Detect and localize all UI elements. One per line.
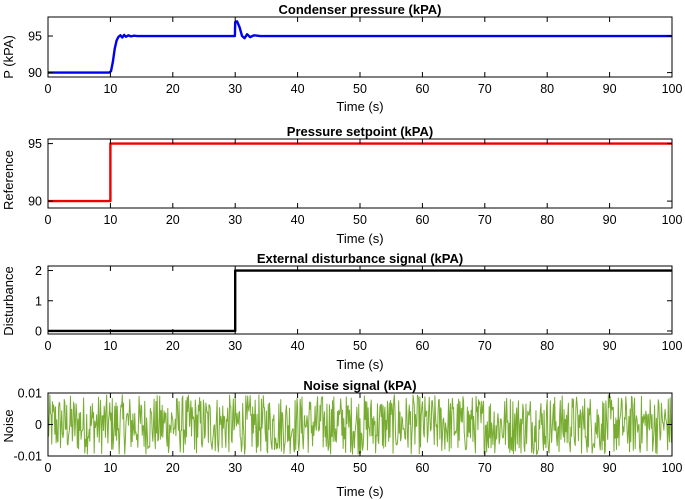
x-tick-label: 20 (166, 339, 180, 353)
x-tick-label: 100 (662, 213, 683, 227)
x-tick-label: 30 (228, 339, 242, 353)
x-tick-label: 50 (353, 213, 367, 227)
x-tick-label: 40 (291, 339, 305, 353)
x-tick-label: 90 (603, 82, 617, 96)
series-line-1-1 (48, 20, 672, 74)
subplot-external-disturbance: External disturbance signal (kPA) Time (… (1, 251, 682, 372)
x-tick-label: 80 (540, 461, 554, 475)
subplot-4-ylabel: Noise (1, 409, 16, 442)
x-tick-label: 60 (415, 339, 429, 353)
y-tick-label: 0.01 (18, 387, 42, 401)
subplot-2-ylabel: Reference (1, 150, 16, 210)
y-tick-label: 0 (35, 418, 42, 432)
y-tick-label: 90 (28, 66, 42, 80)
x-tick-label: 40 (291, 82, 305, 96)
subplot-condenser-pressure: Condenser pressure (kPA) Time (s) P (kPA… (1, 2, 682, 114)
subplot-1-ylabel: P (kPA) (1, 35, 16, 79)
y-tick-label: 95 (28, 30, 42, 44)
x-tick-label: 0 (45, 213, 52, 227)
x-tick-label: 90 (603, 339, 617, 353)
x-tick-label: 70 (478, 339, 492, 353)
x-tick-label: 10 (103, 339, 117, 353)
x-tick-label: 90 (603, 461, 617, 475)
y-tick-label: 1 (35, 294, 42, 308)
x-tick-label: 50 (353, 339, 367, 353)
x-tick-label: 100 (662, 339, 683, 353)
x-tick-label: 30 (228, 213, 242, 227)
x-tick-label: 80 (540, 339, 554, 353)
subplot-3-title: External disturbance signal (kPA) (257, 251, 463, 266)
x-tick-label: 100 (662, 82, 683, 96)
x-tick-label: 40 (291, 461, 305, 475)
y-tick-label: 95 (28, 137, 42, 151)
series-line-2-1 (48, 142, 672, 203)
x-tick-label: 50 (353, 82, 367, 96)
subplot-1-xlabel: Time (s) (336, 99, 383, 114)
x-tick-label: 60 (415, 461, 429, 475)
x-tick-label: 20 (166, 213, 180, 227)
y-tick-label: -0.01 (14, 450, 43, 464)
x-tick-label: 0 (45, 339, 52, 353)
x-tick-label: 20 (166, 82, 180, 96)
x-tick-label: 30 (228, 461, 242, 475)
subplot-2-xlabel: Time (s) (336, 231, 383, 246)
subplot-1-title: Condenser pressure (kPA) (278, 2, 441, 17)
x-tick-label: 70 (478, 461, 492, 475)
x-tick-label: 60 (415, 82, 429, 96)
x-tick-label: 0 (45, 82, 52, 96)
x-tick-label: 40 (291, 213, 305, 227)
subplot-4-xlabel: Time (s) (336, 484, 383, 499)
subplot-3-ylabel: Disturbance (1, 266, 16, 335)
x-tick-label: 80 (540, 213, 554, 227)
y-tick-label: 90 (28, 195, 42, 209)
x-tick-label: 70 (478, 82, 492, 96)
series-line-3-1 (48, 269, 672, 333)
y-tick-label: 2 (35, 264, 42, 278)
x-tick-label: 100 (662, 461, 683, 475)
series-line-4-1 (47, 394, 673, 455)
subplot-3-xlabel: Time (s) (336, 357, 383, 372)
x-tick-label: 70 (478, 213, 492, 227)
x-tick-label: 20 (166, 461, 180, 475)
x-tick-label: 80 (540, 82, 554, 96)
subplot-pressure-setpoint: Pressure setpoint (kPA) Time (s) Referen… (1, 124, 682, 246)
x-tick-label: 60 (415, 213, 429, 227)
x-tick-label: 30 (228, 82, 242, 96)
x-tick-label: 10 (103, 82, 117, 96)
x-tick-label: 50 (353, 461, 367, 475)
subplot-4-title: Noise signal (kPA) (303, 378, 416, 393)
subplot-2-title: Pressure setpoint (kPA) (287, 124, 433, 139)
x-tick-label: 10 (103, 461, 117, 475)
x-tick-label: 90 (603, 213, 617, 227)
subplot-noise: Noise signal (kPA) Time (s) Noise 0 10 20 3… (1, 378, 682, 499)
y-tick-label: 0 (35, 324, 42, 338)
x-tick-label: 0 (45, 461, 52, 475)
x-tick-label: 10 (103, 213, 117, 227)
